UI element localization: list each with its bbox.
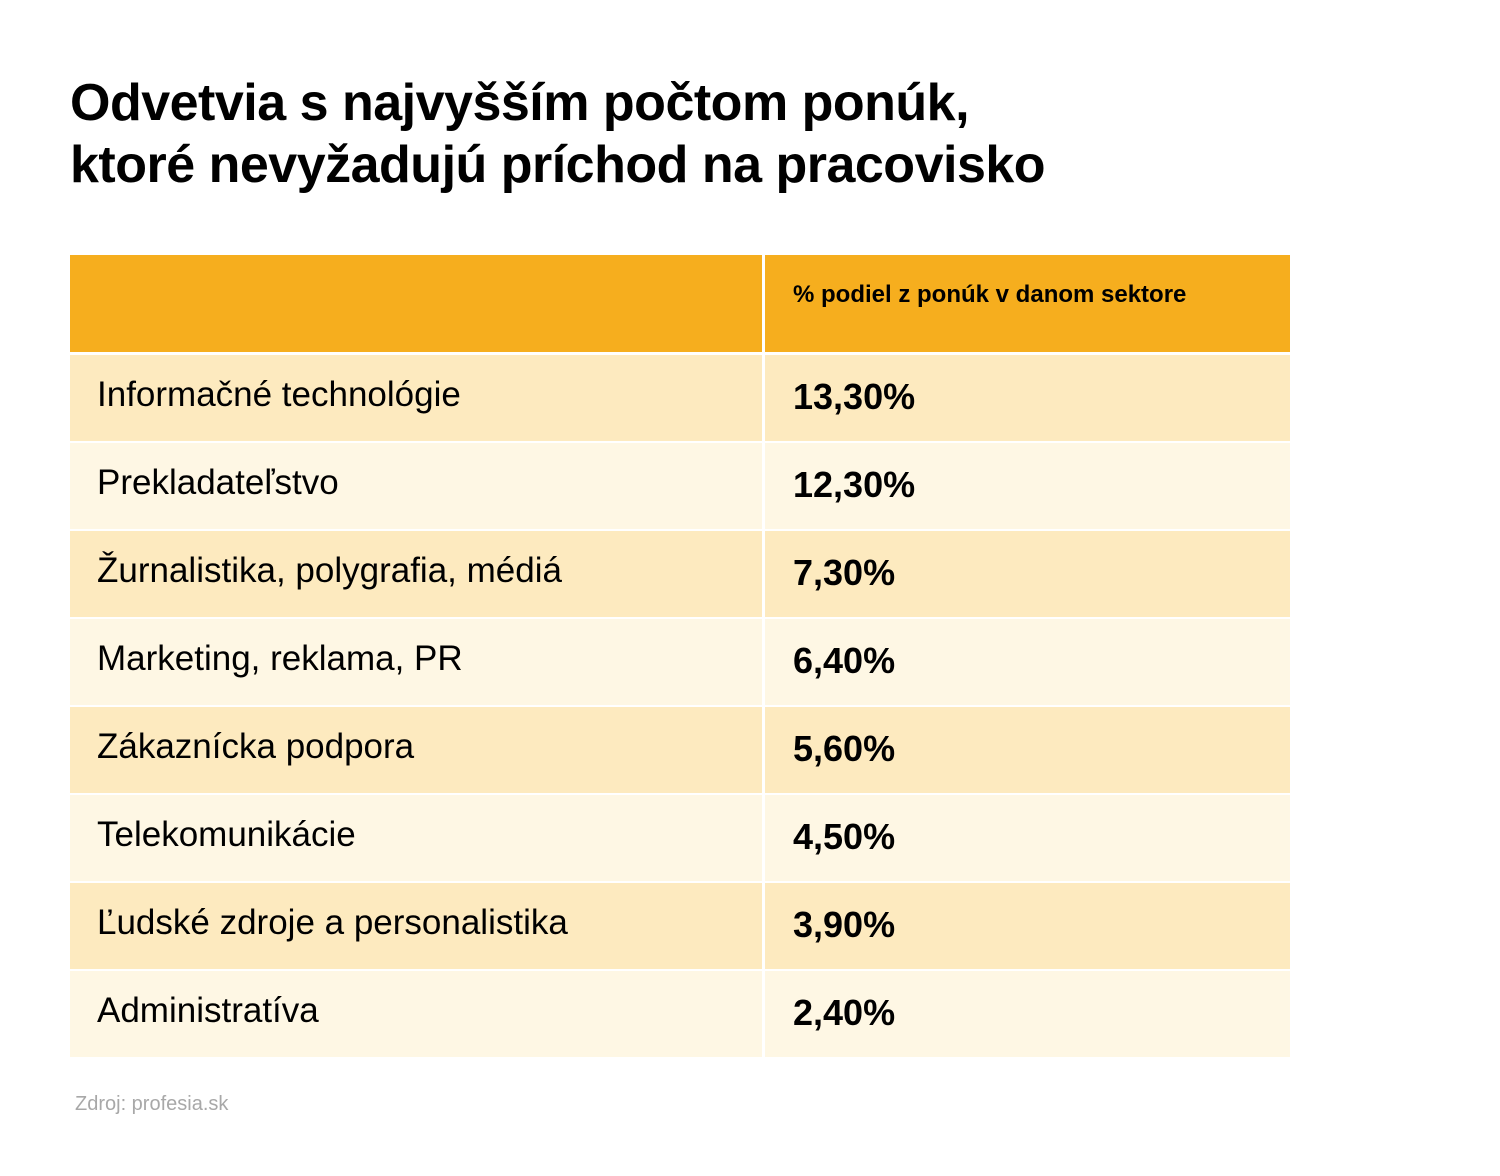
table-body: Informačné technológie 13,30% Prekladateľs… bbox=[70, 355, 1290, 1059]
data-table: % podiel z ponúk v danom sektore Informa… bbox=[70, 255, 1290, 1059]
source-note: Zdroj: profesia.sk bbox=[75, 1093, 229, 1115]
table-row: Prekladateľstvo 12,30% bbox=[70, 443, 1290, 531]
table-row: Administratíva 2,40% bbox=[70, 971, 1290, 1059]
table-row: Informačné technológie 13,30% bbox=[70, 355, 1290, 443]
row-label: Zákaznícka podpora bbox=[70, 707, 765, 793]
row-label: Marketing, reklama, PR bbox=[70, 619, 765, 705]
row-value: 12,30% bbox=[793, 464, 916, 505]
row-value: 5,60% bbox=[793, 728, 896, 769]
row-label: Prekladateľstvo bbox=[70, 443, 765, 529]
table-row: Telekomunikácie 4,50% bbox=[70, 795, 1290, 883]
table-row: Zákaznícka podpora 5,60% bbox=[70, 707, 1290, 795]
row-value: 4,50% bbox=[793, 816, 896, 857]
row-label: Ľudské zdroje a personalistika bbox=[70, 883, 765, 969]
row-label: Administratíva bbox=[70, 971, 765, 1057]
header-label-cell bbox=[70, 255, 765, 352]
row-label: Informačné technológie bbox=[70, 355, 765, 441]
table-row: Marketing, reklama, PR 6,40% bbox=[70, 619, 1290, 707]
table-row: Žurnalistika, polygrafia, médiá 7,30% bbox=[70, 531, 1290, 619]
row-value: 2,40% bbox=[793, 992, 896, 1033]
chart-title-line-2: ktoré nevyžadujú príchod na pracovisko bbox=[70, 136, 1046, 194]
row-value: 13,30% bbox=[793, 376, 916, 417]
row-value: 6,40% bbox=[793, 640, 896, 681]
chart-title-line-1: Odvetvia s najvyšším počtom ponúk, bbox=[70, 74, 970, 132]
table-row: Ľudské zdroje a personalistika 3,90% bbox=[70, 883, 1290, 971]
table-header-row: % podiel z ponúk v danom sektore bbox=[70, 255, 1290, 355]
row-label: Telekomunikácie bbox=[70, 795, 765, 881]
chart-title: Odvetvia s najvyšším počtom ponúk, ktoré… bbox=[70, 72, 1370, 196]
header-value-cell: % podiel z ponúk v danom sektore bbox=[793, 281, 1187, 308]
row-value: 3,90% bbox=[793, 904, 896, 945]
row-label: Žurnalistika, polygrafia, médiá bbox=[70, 531, 765, 617]
row-value: 7,30% bbox=[793, 552, 896, 593]
